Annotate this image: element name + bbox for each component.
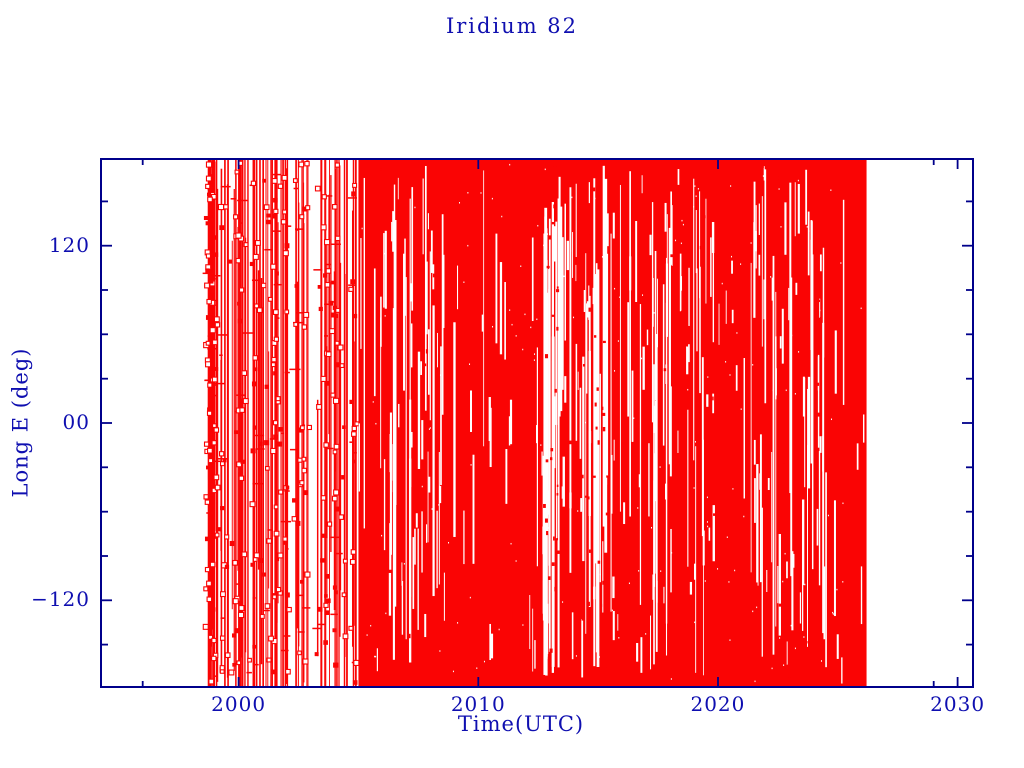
x-axis-label: Time(UTC): [457, 712, 585, 736]
y-tick-label: 120: [48, 232, 90, 257]
y-tick-label: −120: [31, 587, 90, 612]
x-tick-label: 2020: [690, 692, 746, 716]
plot-canvas: [102, 160, 972, 686]
x-tick-label: 2000: [211, 692, 267, 716]
x-tick-label: 2030: [930, 692, 986, 716]
chart-title: Iridium 82: [445, 14, 579, 38]
y-tick-label: 00: [62, 410, 90, 434]
x-tick-label: 2010: [450, 692, 506, 716]
plot-area: [100, 158, 974, 688]
